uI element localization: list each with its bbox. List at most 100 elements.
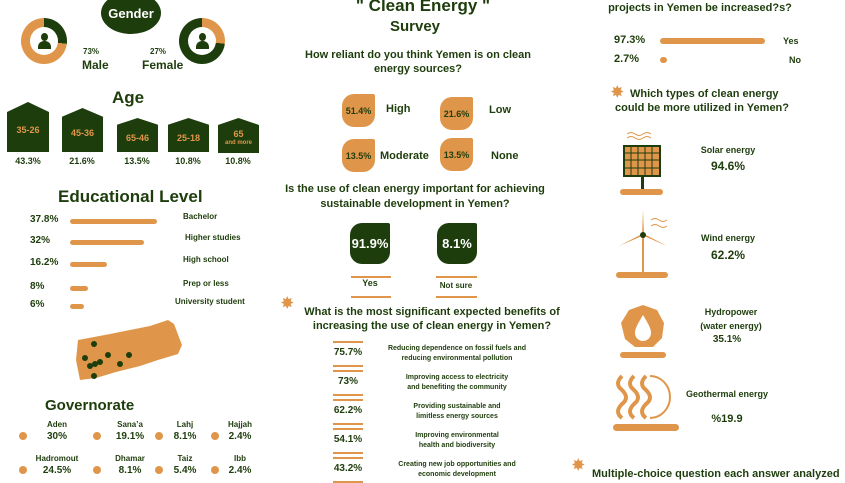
governorate-pct: 24.5% (42, 465, 72, 476)
governorate-name: Taiz (177, 454, 193, 463)
q4-text: projects in Yemen be increased?s? (608, 2, 792, 14)
age-pct: 43.3% (15, 156, 41, 166)
governorate-dot (211, 466, 219, 474)
map-pin-icon (97, 359, 103, 365)
governorate-name: Hadromout (35, 454, 79, 463)
male-pct: 73% (83, 47, 100, 56)
geothermal-icon (613, 374, 679, 431)
answer-label: None (491, 150, 519, 162)
divider (333, 457, 363, 459)
yes-label: Yes (362, 278, 378, 288)
education-pct: 8% (30, 281, 45, 292)
male-icon (38, 33, 51, 49)
divider (333, 423, 363, 425)
governorate-title: Governorate (45, 397, 135, 414)
education-label: Higher studies (185, 233, 241, 242)
governorate-name: Lahj (176, 420, 194, 429)
governorate-dot (19, 432, 27, 440)
wind-pct: 62.2% (710, 248, 746, 262)
divider (333, 370, 363, 372)
governorate-pct: 5.4% (173, 465, 197, 476)
male-label: Male (82, 58, 109, 72)
yes-pct: 97.3% (614, 34, 646, 46)
education-pct: 37.8% (30, 214, 59, 225)
q3-text: What is the most significant expected be… (304, 306, 560, 318)
map-pin-icon (117, 361, 123, 367)
gender-title: Gender (108, 5, 154, 21)
governorate-dot (211, 432, 219, 440)
no-label: No (789, 55, 801, 65)
education-label: Prep or less (183, 279, 229, 288)
benefit-pct: 54.1% (333, 434, 363, 445)
divider (333, 365, 363, 367)
female-icon (196, 33, 209, 49)
benefit-pct: 75.7% (333, 347, 363, 358)
answer-label: Low (489, 104, 511, 116)
age-title: Age (111, 88, 145, 107)
star-icon: ✸ (572, 457, 585, 474)
geothermal-label: Geothermal energy (685, 389, 769, 399)
map-pin-icon (82, 355, 88, 361)
benefit-pct: 43.2% (333, 463, 363, 474)
q5-text: could be more utilized in Yemen? (615, 102, 789, 114)
education-pct: 16.2% (30, 257, 59, 268)
governorate-name: Dhamar (115, 454, 145, 463)
education-pct: 6% (30, 299, 45, 310)
solar-pct: 94.6% (710, 159, 746, 173)
solar-panel-icon (620, 132, 663, 195)
no-bar (660, 57, 667, 63)
benefit-pct: 62.2% (333, 405, 363, 416)
map-pin-icon (91, 341, 97, 347)
age-house: 65-46 (117, 118, 158, 152)
education-bar (70, 304, 84, 309)
answer-drop: 51.4% (342, 94, 375, 127)
governorate-dot (93, 432, 101, 440)
yemen-map (76, 320, 182, 380)
education-label: High school (183, 255, 229, 264)
governorate-pct: 30% (46, 431, 68, 442)
solar-label: Solar energy (700, 145, 756, 155)
governorate-pct: 19.1% (115, 431, 145, 442)
q3-text: increasing the use of clean energy in Ye… (312, 320, 552, 332)
map-pin-icon (87, 363, 93, 369)
wind-label: Wind energy (701, 233, 755, 243)
answer-drop: 13.5% (440, 138, 473, 171)
age-pct: 13.5% (124, 156, 150, 166)
governorate-pct: 2.4% (228, 465, 252, 476)
age-house: 25-18 (168, 118, 209, 152)
education-bar (70, 240, 144, 245)
survey-subtitle: Survey (389, 18, 441, 35)
hydro-label: Hydropower (704, 307, 758, 317)
benefit-text: Improving environmental health and biodiv… (415, 432, 499, 449)
governorate-pct: 8.1% (173, 431, 197, 442)
map-pin-icon (126, 352, 132, 358)
governorate-name: Sana’a (117, 420, 143, 429)
governorate-name: Ibb (234, 454, 246, 463)
star-icon: ✸ (281, 295, 294, 312)
benefit-text: Reducing dependence on fossil fuels and r… (387, 345, 527, 362)
benefit-text: Creating new job opportunities and econom… (398, 461, 516, 478)
yes-bar (660, 38, 765, 44)
divider (333, 452, 363, 454)
answer-drop: 13.5% (342, 139, 375, 172)
age-pct: 21.6% (69, 156, 95, 166)
divider (333, 341, 363, 343)
education-bar (70, 286, 89, 291)
governorate-dot (155, 432, 163, 440)
female-pct: 27% (150, 47, 167, 56)
no-pct: 2.7% (614, 53, 640, 65)
education-bar (70, 219, 157, 224)
divider (333, 394, 363, 396)
geothermal-pct: %19.9 (711, 413, 743, 425)
female-label: Female (142, 58, 184, 72)
answer-label: High (386, 103, 411, 115)
map-pin-icon (91, 373, 97, 379)
female-donut (179, 18, 225, 64)
male-donut (21, 18, 67, 64)
yes-drop: 91.9% (350, 223, 390, 264)
benefit-text: Improving access to electricity and benef… (405, 374, 509, 391)
education-title: Educational Level (58, 187, 203, 206)
age-house: 45-36 (62, 108, 103, 152)
divider (333, 428, 363, 430)
star-icon: ✸ (611, 84, 624, 101)
